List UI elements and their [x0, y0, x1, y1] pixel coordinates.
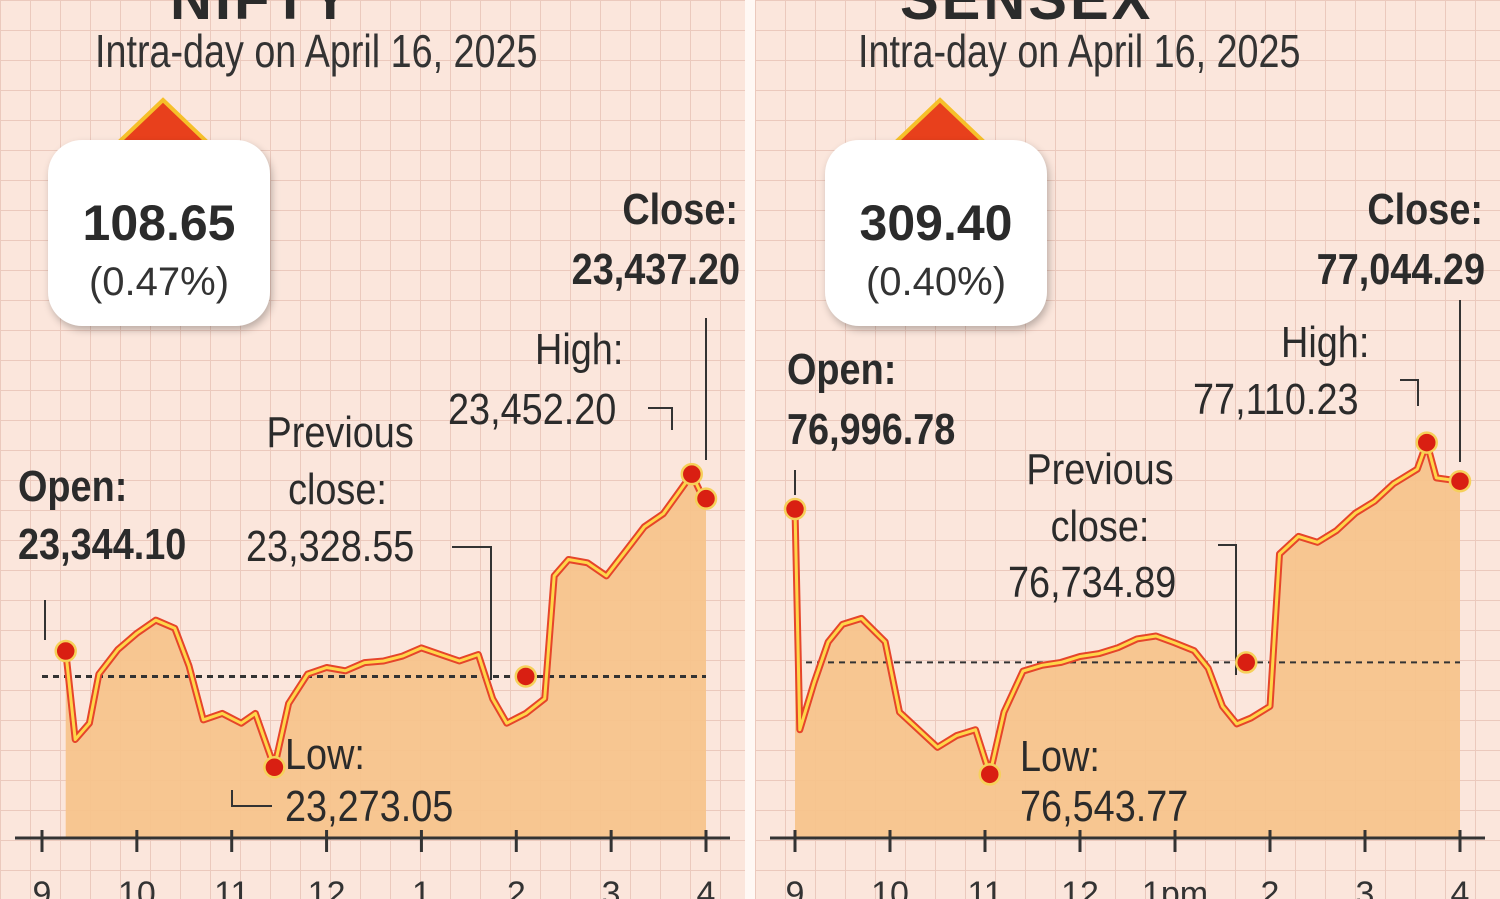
sensex-panel: SENSEX Intra-day on April 16, 2025 9 10 11…	[755, 0, 1500, 899]
high-marker	[1415, 431, 1438, 454]
x-tick-label: 12	[308, 875, 346, 899]
change-value: 309.40	[859, 195, 1013, 251]
prev-close-title-1: Previous	[1026, 445, 1174, 494]
panel-subtitle: Intra-day on April 16, 2025	[95, 25, 538, 77]
high-title: High:	[535, 325, 624, 374]
x-tick-label: 3	[602, 875, 621, 899]
prev-close-title-2: close:	[288, 465, 387, 514]
prev-leader-line	[1218, 544, 1237, 675]
high-title: High:	[1281, 318, 1370, 367]
open-value: 76,996.78	[787, 405, 956, 454]
close-title: Close:	[1367, 185, 1483, 234]
x-tick-label: 4	[697, 875, 716, 899]
x-tick-label: 9	[33, 875, 52, 899]
low-value: 76,543.77	[1020, 782, 1189, 831]
high-value: 77,110.23	[1193, 375, 1359, 424]
open-marker	[54, 639, 77, 663]
change-percent: (0.40%)	[865, 260, 1007, 304]
low-value: 23,273.05	[285, 782, 454, 831]
prev-leader-line	[452, 546, 492, 680]
nifty-panel: NIFTY Intra-day on April 16, 2025 910111…	[0, 0, 745, 899]
low-title: Low:	[1020, 732, 1100, 781]
x-tick-label: 1pm	[1142, 875, 1208, 899]
panel-divider	[745, 0, 755, 899]
prev-close-value: 23,328.55	[246, 522, 415, 571]
x-tick-label: 11	[214, 875, 249, 899]
close-value: 77,044.29	[1316, 245, 1485, 294]
x-tick-label: 10	[118, 875, 156, 899]
close-marker	[1448, 469, 1472, 493]
prev-close-title-1: Previous	[266, 408, 414, 457]
high-leader-line	[1400, 379, 1419, 406]
high-marker	[680, 462, 704, 486]
prev-close-value: 76,734.89	[1008, 558, 1177, 607]
open-value: 23,344.10	[18, 520, 187, 569]
close-marker	[694, 487, 718, 510]
change-percent: (0.47%)	[88, 260, 230, 304]
x-tick-label: 10	[871, 875, 909, 899]
change-box: 309.40 (0.40%)	[825, 140, 1047, 326]
x-tick-label: 1	[412, 875, 431, 899]
panel-subtitle: Intra-day on April 16, 2025	[858, 25, 1301, 77]
series-line	[64, 472, 708, 769]
nifty-chart: 9 10 11 12 1 2 3 4	[15, 318, 730, 899]
close-title: Close:	[622, 185, 738, 234]
sensex-chart: 9 10 11 12 1pm 2 3 4	[770, 300, 1485, 899]
x-tick-label: 2	[1261, 875, 1280, 899]
area-fill	[65, 474, 706, 837]
low-marker	[263, 756, 286, 779]
previous-close-marker	[1235, 651, 1258, 674]
open-title: Open:	[787, 345, 897, 394]
low-title: Low:	[285, 730, 365, 779]
prev-close-title-2: close:	[1050, 502, 1150, 551]
change-box: 108.65 (0.47%)	[48, 140, 270, 326]
x-tick-label: 11	[967, 875, 1002, 899]
x-tick-label: 2	[507, 875, 526, 899]
previous-close-marker	[514, 665, 538, 688]
x-tick-label: 12	[1061, 875, 1099, 899]
open-marker	[783, 497, 807, 521]
series-line	[793, 441, 1461, 776]
x-tick-label: 4	[1451, 875, 1470, 899]
open-title: Open:	[18, 462, 128, 511]
change-value: 108.65	[82, 195, 236, 251]
low-marker	[978, 763, 1001, 786]
close-value: 23,437.20	[571, 245, 740, 294]
panel-title: SENSEX	[900, 0, 1153, 33]
high-value: 23,452.20	[448, 385, 617, 434]
panel-title: NIFTY	[170, 0, 353, 33]
x-tick-label: 9	[786, 875, 805, 899]
high-leader-line	[648, 407, 673, 430]
low-leader-line	[231, 790, 272, 807]
x-tick-label: 3	[1356, 875, 1375, 899]
